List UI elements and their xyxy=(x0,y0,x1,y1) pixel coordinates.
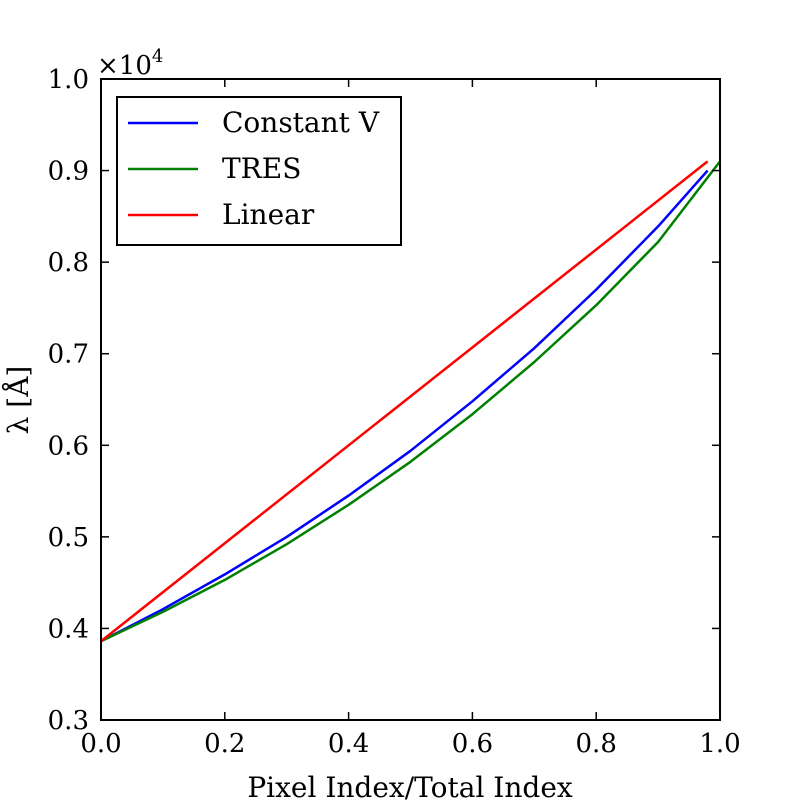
legend-frame xyxy=(116,96,402,246)
y-tick-label: 0.7 xyxy=(48,340,89,370)
y-tick-label: 0.5 xyxy=(48,523,89,553)
y-axis-label: λ [Å] xyxy=(2,366,35,435)
x-tick-label: 0.8 xyxy=(576,729,617,759)
y-tick-label: 0.9 xyxy=(48,157,89,187)
y-tick-label: 1.0 xyxy=(48,65,89,95)
legend-label-linear: Linear xyxy=(222,198,315,231)
offset-multiplier: ×10 xyxy=(97,51,152,81)
offset-text: ×104 xyxy=(97,46,163,81)
y-tick-label: 0.8 xyxy=(48,248,89,278)
legend-label-constant-v: Constant V xyxy=(222,106,380,139)
plot-frame xyxy=(100,78,721,721)
y-tick-label: 0.4 xyxy=(48,614,89,644)
x-tick-label: 0.6 xyxy=(452,729,493,759)
legend: Constant V TRES Linear xyxy=(116,96,402,246)
x-tick-label: 0.0 xyxy=(80,729,121,759)
y-tick-label: 0.3 xyxy=(48,706,89,736)
series-line-constant-v xyxy=(100,169,709,643)
x-tick-label: 1.0 xyxy=(699,729,740,759)
ticks-layer: 0.0 0.2 0.4 0.6 0.8 1.0 0.3 0.4 0.5 0.6 0.7 0.8 0.9 1… xyxy=(48,65,741,759)
x-tick-label: 0.2 xyxy=(204,729,245,759)
y-tick-label: 0.6 xyxy=(48,431,89,461)
offset-exponent: 4 xyxy=(152,46,163,67)
x-tick-label: 0.4 xyxy=(328,729,369,759)
series-line-linear xyxy=(100,160,709,643)
legend-label-tres: TRES xyxy=(222,152,301,185)
x-axis-label: Pixel Index/Total Index xyxy=(247,771,573,800)
series-line-tres xyxy=(100,160,721,643)
series-layer xyxy=(100,160,721,643)
